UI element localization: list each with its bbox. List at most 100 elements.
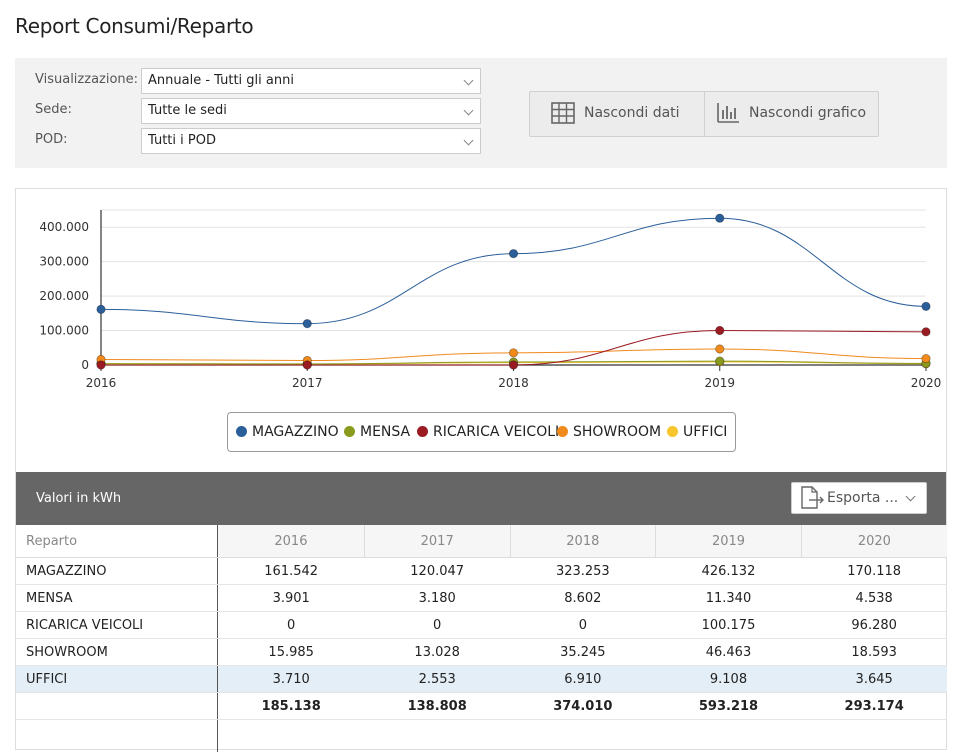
filter-panel: Visualizzazione: Annuale - Tutti gli ann… xyxy=(15,58,947,168)
data-point[interactable] xyxy=(509,349,517,357)
sede-value: Tutte le sedi xyxy=(148,103,227,118)
units-label: Valori in kWh xyxy=(36,491,121,506)
legend-dot-showroom xyxy=(557,426,568,437)
table-cell: 120.047 xyxy=(364,558,510,585)
legend-label-magazzino: MAGAZZINO xyxy=(252,424,339,440)
legend-dot-mensa xyxy=(344,426,355,437)
table-row[interactable]: MENSA 3.901 3.180 8.602 11.340 4.538 xyxy=(16,585,947,612)
column-header-2019[interactable]: 2019 xyxy=(656,525,802,558)
hide-data-label: Nascondi dati xyxy=(584,105,680,121)
pod-label: POD: xyxy=(35,132,67,147)
data-point[interactable] xyxy=(716,326,724,334)
table-cell: 96.280 xyxy=(801,612,947,639)
hide-chart-label: Nascondi grafico xyxy=(749,105,866,121)
y-tick-label: 200.000 xyxy=(39,289,89,303)
table-cell: 13.028 xyxy=(364,639,510,666)
view-toggle-group: Nascondi dati Nascondi grafico xyxy=(529,91,879,137)
legend-dot-ricarica-veicoli xyxy=(417,426,428,437)
legend-label-uffici: UFFICI xyxy=(683,424,727,440)
export-file-icon xyxy=(799,486,825,510)
table-cell: MENSA xyxy=(16,585,218,612)
legend-label-ricarica-veicoli: RICARICA VEICOLI xyxy=(433,424,559,440)
x-tick-label: 2017 xyxy=(292,376,323,390)
export-dropdown[interactable]: Esporta ... xyxy=(791,482,927,514)
table-cell: 0 xyxy=(218,612,365,639)
visualizzazione-value: Annuale - Tutti gli anni xyxy=(148,73,294,88)
bar-chart-icon xyxy=(716,102,740,124)
table-cell: 426.132 xyxy=(656,558,802,585)
legend-label-showroom: SHOWROOM xyxy=(573,424,661,440)
totals-cell: 593.218 xyxy=(656,693,802,720)
data-point[interactable] xyxy=(97,305,105,313)
page-title: Report Consumi/Reparto xyxy=(15,14,253,38)
empty-cell xyxy=(16,720,218,752)
chevron-down-icon xyxy=(464,106,474,116)
table-row[interactable]: SHOWROOM 15.985 13.028 35.245 46.463 18.… xyxy=(16,639,947,666)
legend-label-mensa: MENSA xyxy=(360,424,410,440)
totals-cell: 374.010 xyxy=(510,693,656,720)
totals-row: 185.138 138.808 374.010 593.218 293.174 xyxy=(16,693,947,720)
table-cell: 15.985 xyxy=(218,639,365,666)
series-line-magazzino xyxy=(101,218,926,323)
column-header-2020[interactable]: 2020 xyxy=(801,525,947,558)
y-tick-label: 0 xyxy=(81,358,89,372)
column-header-2017[interactable]: 2017 xyxy=(364,525,510,558)
table-cell: 3.645 xyxy=(801,666,947,693)
table-cell: 46.463 xyxy=(656,639,802,666)
x-tick-label: 2016 xyxy=(86,376,117,390)
table-cell: 100.175 xyxy=(656,612,802,639)
table-cell: 9.108 xyxy=(656,666,802,693)
data-point[interactable] xyxy=(97,361,105,369)
table-cell: 0 xyxy=(364,612,510,639)
table-cell: 6.910 xyxy=(510,666,656,693)
column-header-2018[interactable]: 2018 xyxy=(510,525,656,558)
column-header-reparto[interactable]: Reparto xyxy=(16,525,218,558)
data-point[interactable] xyxy=(716,214,724,222)
data-point[interactable] xyxy=(922,302,930,310)
y-tick-label: 400.000 xyxy=(39,220,89,234)
table-row[interactable]: MAGAZZINO 161.542 120.047 323.253 426.13… xyxy=(16,558,947,585)
pod-value: Tutti i POD xyxy=(148,133,216,148)
table-cell: 4.538 xyxy=(801,585,947,612)
data-point[interactable] xyxy=(303,361,311,369)
table-cell: 170.118 xyxy=(801,558,947,585)
x-tick-label: 2018 xyxy=(498,376,529,390)
table-cell: SHOWROOM xyxy=(16,639,218,666)
chevron-down-icon xyxy=(464,136,474,146)
totals-cell: 293.174 xyxy=(801,693,947,720)
table-header-row: Reparto 2016 2017 2018 2019 2020 xyxy=(16,525,947,558)
table-cell: 8.602 xyxy=(510,585,656,612)
y-tick-label: 300.000 xyxy=(39,255,89,269)
data-point[interactable] xyxy=(922,354,930,362)
data-point[interactable] xyxy=(922,328,930,336)
table-grid-icon xyxy=(551,102,575,124)
data-point[interactable] xyxy=(303,319,311,327)
data-point[interactable] xyxy=(509,249,517,257)
totals-cell: 185.138 xyxy=(218,693,365,720)
data-point[interactable] xyxy=(716,345,724,353)
x-tick-label: 2020 xyxy=(911,376,942,390)
table-cell: 3.180 xyxy=(364,585,510,612)
table-cell: 35.245 xyxy=(510,639,656,666)
hide-chart-button[interactable]: Nascondi grafico xyxy=(705,92,878,136)
table-row[interactable]: UFFICI 3.710 2.553 6.910 9.108 3.645 xyxy=(16,666,947,693)
table-cell: UFFICI xyxy=(16,666,218,693)
table-cell: 0 xyxy=(510,612,656,639)
hide-data-button[interactable]: Nascondi dati xyxy=(530,92,704,136)
sede-select[interactable]: Tutte le sedi xyxy=(141,98,481,124)
table-cell: 323.253 xyxy=(510,558,656,585)
data-point[interactable] xyxy=(716,357,724,365)
data-table: Reparto 2016 2017 2018 2019 2020 MAGAZZI… xyxy=(16,525,947,752)
visualizzazione-select[interactable]: Annuale - Tutti gli anni xyxy=(141,68,481,94)
visualizzazione-label: Visualizzazione: xyxy=(35,72,138,87)
table-cell: MAGAZZINO xyxy=(16,558,218,585)
table-cell: 3.710 xyxy=(218,666,365,693)
table-cell: 11.340 xyxy=(656,585,802,612)
column-header-2016[interactable]: 2016 xyxy=(218,525,365,558)
table-row[interactable]: RICARICA VEICOLI 0 0 0 100.175 96.280 xyxy=(16,612,947,639)
pod-select[interactable]: Tutti i POD xyxy=(141,128,481,154)
chart-legend: MAGAZZINO MENSA RICARICA VEICOLI SHOWROO… xyxy=(227,412,736,452)
data-point[interactable] xyxy=(509,361,517,369)
